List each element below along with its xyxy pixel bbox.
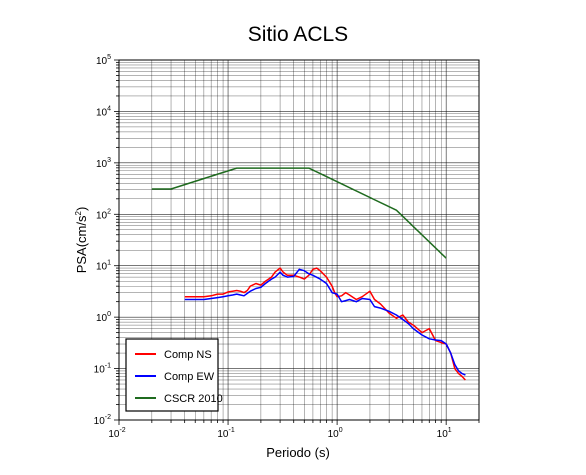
- x-tick-label: 101: [437, 427, 452, 440]
- series-line-comp-ew: [184, 268, 466, 376]
- series-line-cscr-2010: [151, 167, 447, 259]
- y-axis-label: PSA(cm/s2): [74, 207, 89, 274]
- y-tick-label: 104: [96, 105, 111, 118]
- y-tick-label: 101: [96, 260, 111, 273]
- y-tick-label: 10-2: [94, 414, 111, 427]
- series-line-comp-ns: [184, 267, 466, 381]
- legend-label-cscr-2010: CSCR 2010: [164, 393, 223, 405]
- x-axis-label: Periodo (s): [266, 445, 330, 460]
- series-lines: [151, 167, 466, 381]
- legend-label-comp-ns: Comp NS: [164, 349, 212, 361]
- tick-marks: [114, 59, 480, 425]
- y-tick-label: 100: [96, 311, 111, 324]
- legend-label-comp-ew: Comp EW: [164, 371, 215, 383]
- plot-frame: [118, 59, 480, 421]
- y-axis-label-tail: ): [74, 207, 89, 211]
- y-axis-label-sup: 2: [74, 211, 83, 216]
- y-tick-label: 105: [96, 54, 111, 67]
- y-axis-label-main: PSA(cm/s: [74, 215, 89, 273]
- x-tick-label: 10-2: [108, 427, 125, 440]
- x-tick-label: 100: [328, 427, 343, 440]
- y-tick-label: 10-1: [94, 363, 111, 376]
- x-tick-label: 10-1: [217, 427, 234, 440]
- legend: Comp NS Comp EW CSCR 2010: [125, 338, 223, 412]
- y-tick-labels: 10-2 10-1 100 101 102 103 104 105: [94, 54, 111, 427]
- y-tick-label: 103: [96, 157, 111, 170]
- chart-title: Sitio ACLS: [248, 23, 348, 46]
- grid: [118, 59, 480, 421]
- y-tick-label: 102: [96, 208, 111, 221]
- x-tick-labels: 10-2 10-1 100 101: [108, 427, 451, 440]
